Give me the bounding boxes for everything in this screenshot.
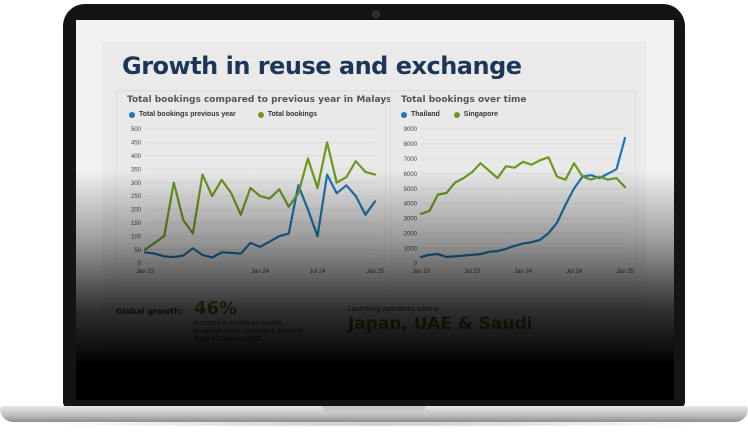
legend-swatch-thailand <box>401 111 407 118</box>
legend-swatch-previous-year <box>129 111 135 118</box>
x-tick-label: Jul 24 <box>566 269 583 275</box>
y-tick-label: 1000 <box>404 246 418 252</box>
y-tick-label: 150 <box>131 221 142 227</box>
global-growth-value: 46% <box>194 298 238 319</box>
x-tick-label: Jul 23 <box>464 269 481 275</box>
y-tick-label: 50 <box>134 248 141 254</box>
y-tick-label: 0 <box>138 261 142 267</box>
screen: Growth in reuse and exchange Total booki… <box>76 20 674 400</box>
y-tick-label: 4000 <box>404 202 418 208</box>
x-tick-label: Jul 24 <box>309 269 326 275</box>
y-tick-label: 6000 <box>404 172 418 178</box>
legend-swatch-singapore <box>453 111 460 118</box>
y-tick-label: 300 <box>131 181 142 187</box>
x-tick-label: Jan 24 <box>514 269 533 275</box>
laptop-shadow <box>40 421 708 427</box>
x-tick-label: Jan 23 <box>412 269 431 275</box>
chart-title-malaysia: Total bookings compared to previous year… <box>127 95 401 105</box>
y-tick-label: 5000 <box>404 187 418 193</box>
y-tick-label: 250 <box>131 194 142 200</box>
y-tick-label: 500 <box>131 127 142 133</box>
x-tick-label: Jan 25 <box>366 269 385 275</box>
series-line-0 <box>143 173 377 259</box>
y-tick-label: 350 <box>131 167 142 173</box>
global-growth-description: increase in month-on-month bookings when… <box>194 320 303 343</box>
launch-label: Launching operations soon in <box>348 306 440 313</box>
global-growth-label: Global growth: <box>116 307 183 316</box>
y-tick-label: 8000 <box>404 142 418 148</box>
y-tick-label: 100 <box>131 234 142 240</box>
legend-label-thailand: Thailand <box>411 111 440 118</box>
launch-countries: Japan, UAE & Saudi <box>348 314 533 334</box>
legend-malaysia: Total bookings previous year Total booki… <box>129 111 317 118</box>
y-tick-label: 450 <box>131 141 142 147</box>
y-tick-label: 0 <box>414 261 418 267</box>
chart-panel-malaysia: Total bookings compared to previous year… <box>116 90 401 292</box>
y-tick-label: 2000 <box>404 231 418 237</box>
y-tick-label: 400 <box>131 154 142 160</box>
legend-label-total: Total bookings <box>267 111 317 118</box>
chart-over-time: 0 1000 2000 3000 4000 5000 6000 7000 8000 9000 Jan… <box>404 127 635 275</box>
y-tick-label: 3000 <box>404 217 418 223</box>
legend-label-singapore: Singapore <box>463 111 499 118</box>
legend-swatch-total <box>257 111 264 118</box>
legend-label-previous-year: Total bookings previous year <box>139 111 236 118</box>
legend-over-time: Thailand Singapore <box>401 111 498 118</box>
series-line-1 <box>419 156 627 216</box>
slide-title: Growth in reuse and exchange <box>122 52 522 80</box>
y-tick-label: 200 <box>131 208 142 214</box>
series-line-0 <box>419 136 627 259</box>
x-tick-label: Jan 24 <box>251 269 270 275</box>
chart-panel-over-time: Total bookings over time Thailand Singap… <box>390 90 636 292</box>
laptop-base <box>0 406 748 422</box>
chart-title-over-time: Total bookings over time <box>401 95 527 105</box>
y-tick-label: 9000 <box>404 127 418 133</box>
chart-malaysia: 0 50 100 150 200 250 300 350 400 450 500 Jan 23 Jan … <box>131 127 385 275</box>
camera-icon <box>372 10 380 18</box>
y-tick-label: 7000 <box>404 157 418 163</box>
x-tick-label: Jan 23 <box>136 269 155 275</box>
slide: Growth in reuse and exchange Total booki… <box>102 42 646 362</box>
x-tick-label: Jan 25 <box>616 269 635 275</box>
laptop-notch <box>322 406 426 412</box>
